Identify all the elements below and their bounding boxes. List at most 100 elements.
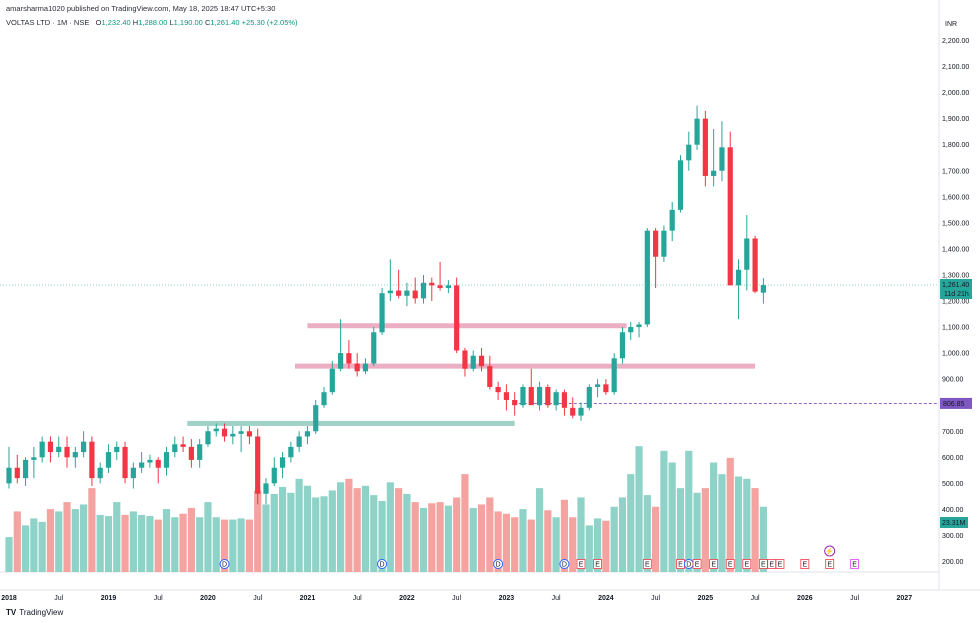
x-tick-label: Jul — [54, 595, 63, 602]
tradingview-logo: TV TradingView — [6, 608, 63, 617]
y-tick-label: 300.00 — [942, 533, 964, 540]
candle-body — [644, 230, 650, 325]
dividend-marker-icon — [493, 559, 504, 569]
volume-bar — [245, 519, 254, 572]
candle-body — [495, 386, 501, 393]
candle-body — [396, 290, 402, 296]
earnings-marker-icon — [692, 559, 702, 569]
volume-bar — [535, 488, 544, 572]
volume-bar — [419, 507, 428, 572]
candle-body — [545, 386, 551, 406]
candle-body — [611, 358, 617, 393]
candle-body — [412, 290, 418, 299]
candle-body — [56, 446, 62, 453]
volume-bar — [121, 514, 129, 572]
candle-body — [114, 446, 120, 453]
candle-body — [752, 238, 758, 292]
volume-bar — [436, 502, 444, 572]
volume-bar — [237, 518, 245, 572]
volume-bar — [668, 462, 676, 572]
candle-body — [197, 444, 203, 460]
y-tick-label: 2,000.00 — [942, 90, 969, 97]
candle-body — [271, 467, 277, 484]
candle-body — [147, 459, 153, 463]
volume-bar — [693, 492, 701, 572]
candle-body — [130, 467, 136, 479]
x-tick-label: Jul — [452, 595, 461, 602]
y-tick-label: 500.00 — [942, 481, 964, 488]
open-value: 1,232.40 — [101, 18, 131, 27]
x-tick-label: 2020 — [200, 595, 216, 602]
candle-body — [263, 483, 269, 494]
dividend-marker-icon — [377, 559, 388, 569]
y-tick-label: 900.00 — [942, 377, 964, 384]
candle-body — [661, 230, 667, 257]
last-price-label: 1,261.40 — [942, 282, 969, 289]
low-value: 1,190.00 — [173, 18, 203, 27]
candle-body — [31, 457, 37, 460]
close-label: C — [204, 18, 211, 27]
volume-bar — [129, 511, 137, 572]
candle-body — [653, 230, 659, 257]
symbol-label[interactable]: VOLTAS LTD · 1M · NSE — [6, 18, 90, 27]
earnings-marker-text: E — [744, 561, 749, 568]
dividend-marker-text: D — [686, 561, 691, 568]
volume-bar — [113, 502, 121, 572]
volume-bar — [444, 505, 452, 572]
candle-body — [478, 355, 485, 367]
candle-body — [163, 452, 170, 468]
candle-body — [188, 446, 194, 460]
earnings-marker-text: E — [595, 561, 600, 568]
candle-body — [122, 446, 128, 479]
volume-bar — [411, 502, 419, 572]
earnings-marker-icon — [576, 559, 586, 569]
candle-body — [371, 332, 377, 364]
x-tick-label: Jul — [253, 595, 262, 602]
candle-body — [64, 446, 70, 458]
candle-body — [296, 436, 302, 447]
level-zone-resistance_1100 — [307, 323, 627, 329]
candle-body — [72, 452, 78, 458]
level-zone-support_730 — [187, 420, 515, 426]
volume-bar — [262, 504, 270, 572]
volume-bar — [710, 462, 718, 572]
candle-body — [553, 392, 559, 406]
volume-bar — [196, 517, 204, 572]
x-tick-label: 2027 — [897, 595, 913, 602]
volume-bar — [80, 504, 88, 572]
candle-body — [22, 459, 29, 479]
candle-body — [719, 147, 725, 171]
dividend-marker-text: D — [562, 561, 567, 568]
volume-bar — [162, 509, 171, 572]
volume-bar — [287, 492, 295, 572]
earnings-marker-text: E — [769, 561, 774, 568]
y-tick-label: 1,000.00 — [942, 351, 969, 358]
x-tick-label: 2026 — [797, 595, 813, 602]
candle-body — [677, 160, 684, 210]
volume-bar — [453, 497, 461, 572]
volume-bar — [660, 450, 668, 572]
candle-body — [362, 363, 369, 372]
candle-body — [760, 285, 766, 293]
volume-bar — [254, 490, 262, 572]
volume-bar — [278, 486, 287, 572]
volume-bar — [403, 493, 411, 572]
brand-name: TradingView — [19, 608, 64, 617]
y-tick-label: 1,200.00 — [942, 299, 969, 306]
candle-body — [735, 269, 742, 286]
volume-bar — [428, 503, 436, 572]
candle-body — [528, 386, 534, 406]
y-tick-label: 1,100.00 — [942, 325, 969, 332]
candle-body — [578, 407, 584, 416]
volume-bar — [494, 511, 502, 572]
candle-body — [213, 428, 219, 432]
candle-body — [636, 324, 642, 328]
candle-body — [255, 436, 261, 494]
candle-body — [702, 118, 708, 176]
candle-body — [105, 452, 112, 468]
candle-body — [238, 431, 244, 434]
candle-body — [329, 368, 335, 393]
candle-body — [711, 170, 717, 176]
